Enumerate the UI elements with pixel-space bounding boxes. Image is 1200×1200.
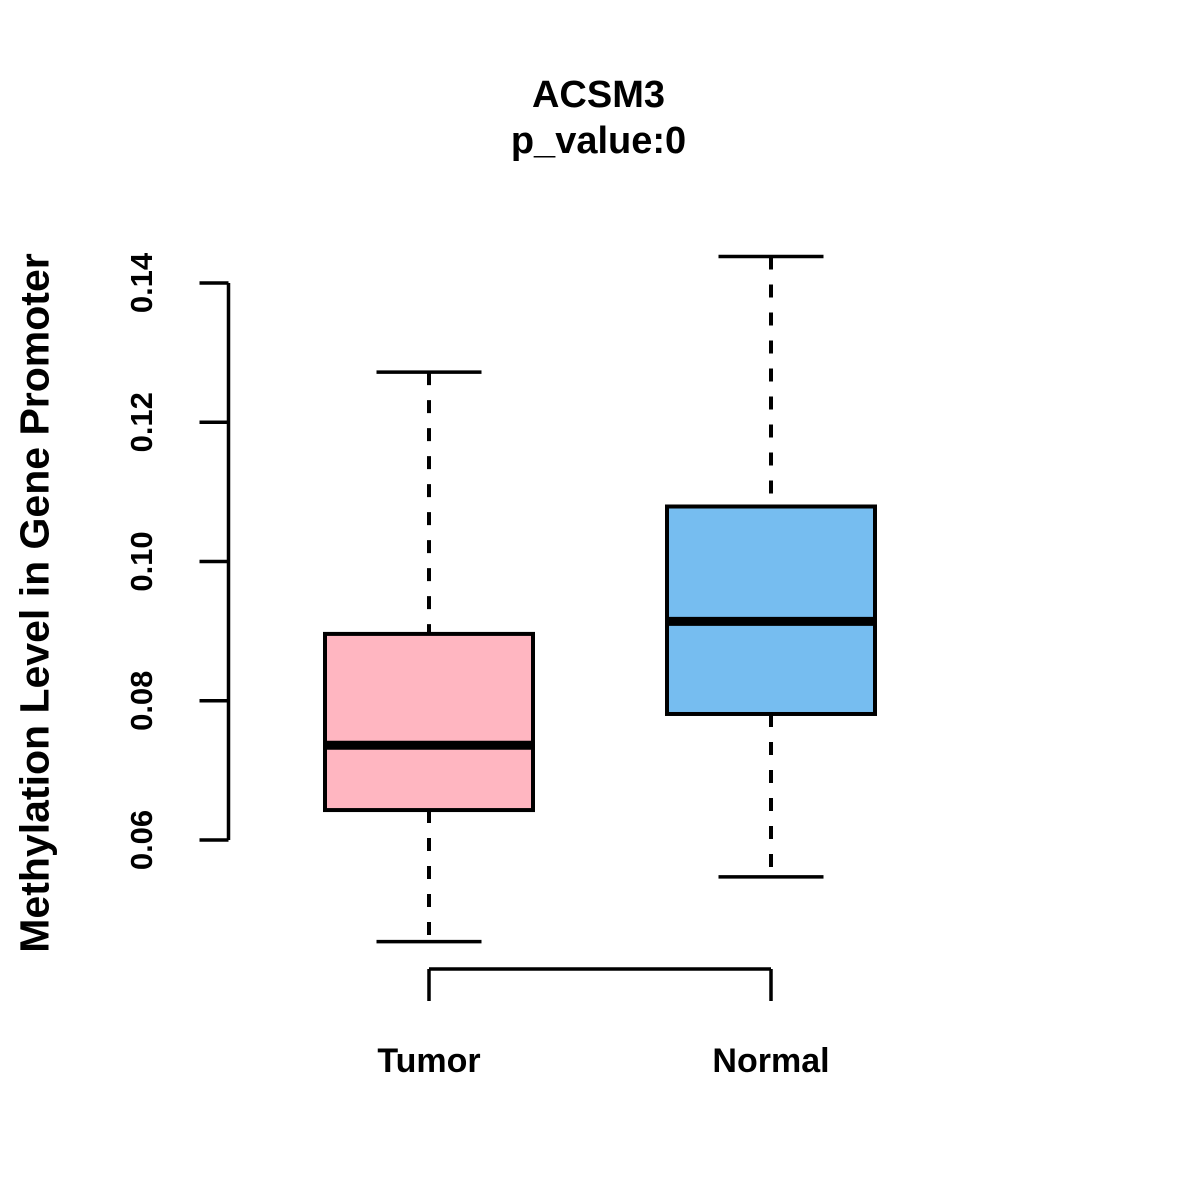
x-axis-label-normal: Normal: [712, 1042, 829, 1080]
y-axis-tick-label: 0.10: [124, 531, 159, 591]
x-axis-label-tumor: Tumor: [377, 1042, 480, 1080]
chart-title: ACSM3: [531, 74, 666, 116]
y-axis-tick-label: 0.12: [124, 392, 159, 452]
y-axis-tick-label: 0.06: [124, 810, 159, 870]
y-axis-tick-label: 0.08: [124, 671, 159, 731]
tumor-box: [323, 631, 535, 813]
y-axis-tick-label: 0.14: [124, 252, 159, 313]
normal-box: [665, 504, 877, 716]
chart-subtitle: p_value:0: [510, 120, 687, 162]
